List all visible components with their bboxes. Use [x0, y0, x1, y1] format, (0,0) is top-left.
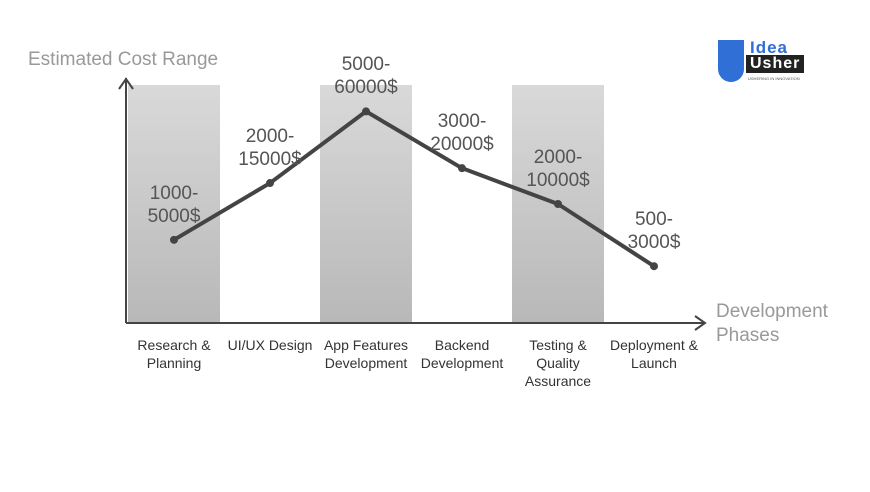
x-axis-title: Development Phases: [716, 301, 828, 346]
x-tick-label: App Features Development: [323, 337, 409, 371]
logo-top: Idea: [750, 38, 789, 57]
x-tick-label: Research & Planning: [137, 337, 211, 371]
data-label: 2000-10000$: [526, 147, 590, 191]
point: [650, 262, 658, 271]
x-tick-label: Backend Development: [420, 337, 504, 371]
data-label: 3000-20000$: [430, 111, 494, 156]
logo: Idea Usher USHERING IN INNOVATION: [718, 38, 833, 84]
point: [170, 235, 178, 244]
point: [266, 179, 274, 188]
column-band: [320, 85, 412, 323]
data-label: 5000-60000$: [334, 54, 398, 99]
x-tick-label: Testing & Quality Assurance: [524, 337, 592, 389]
x-tick-label: Deployment & Launch: [610, 337, 698, 371]
y-arrow: [118, 77, 134, 90]
line: [172, 109, 656, 268]
logo-tagline: USHERING IN INNOVATION: [748, 76, 800, 81]
column-band: [128, 85, 220, 323]
point: [554, 200, 562, 208]
x-arrow: [694, 315, 707, 331]
point: [458, 164, 466, 173]
logo-bottom: Usher: [746, 55, 805, 73]
data-label: 1000-5000$: [147, 182, 201, 227]
point: [362, 107, 370, 116]
y-axis-title: Estimated Cost Range: [28, 49, 219, 70]
x-tick-label: UI/UX Design: [227, 337, 313, 353]
data-label: 2000-15000$: [238, 126, 302, 171]
data-label: 500-3000$: [627, 209, 681, 254]
